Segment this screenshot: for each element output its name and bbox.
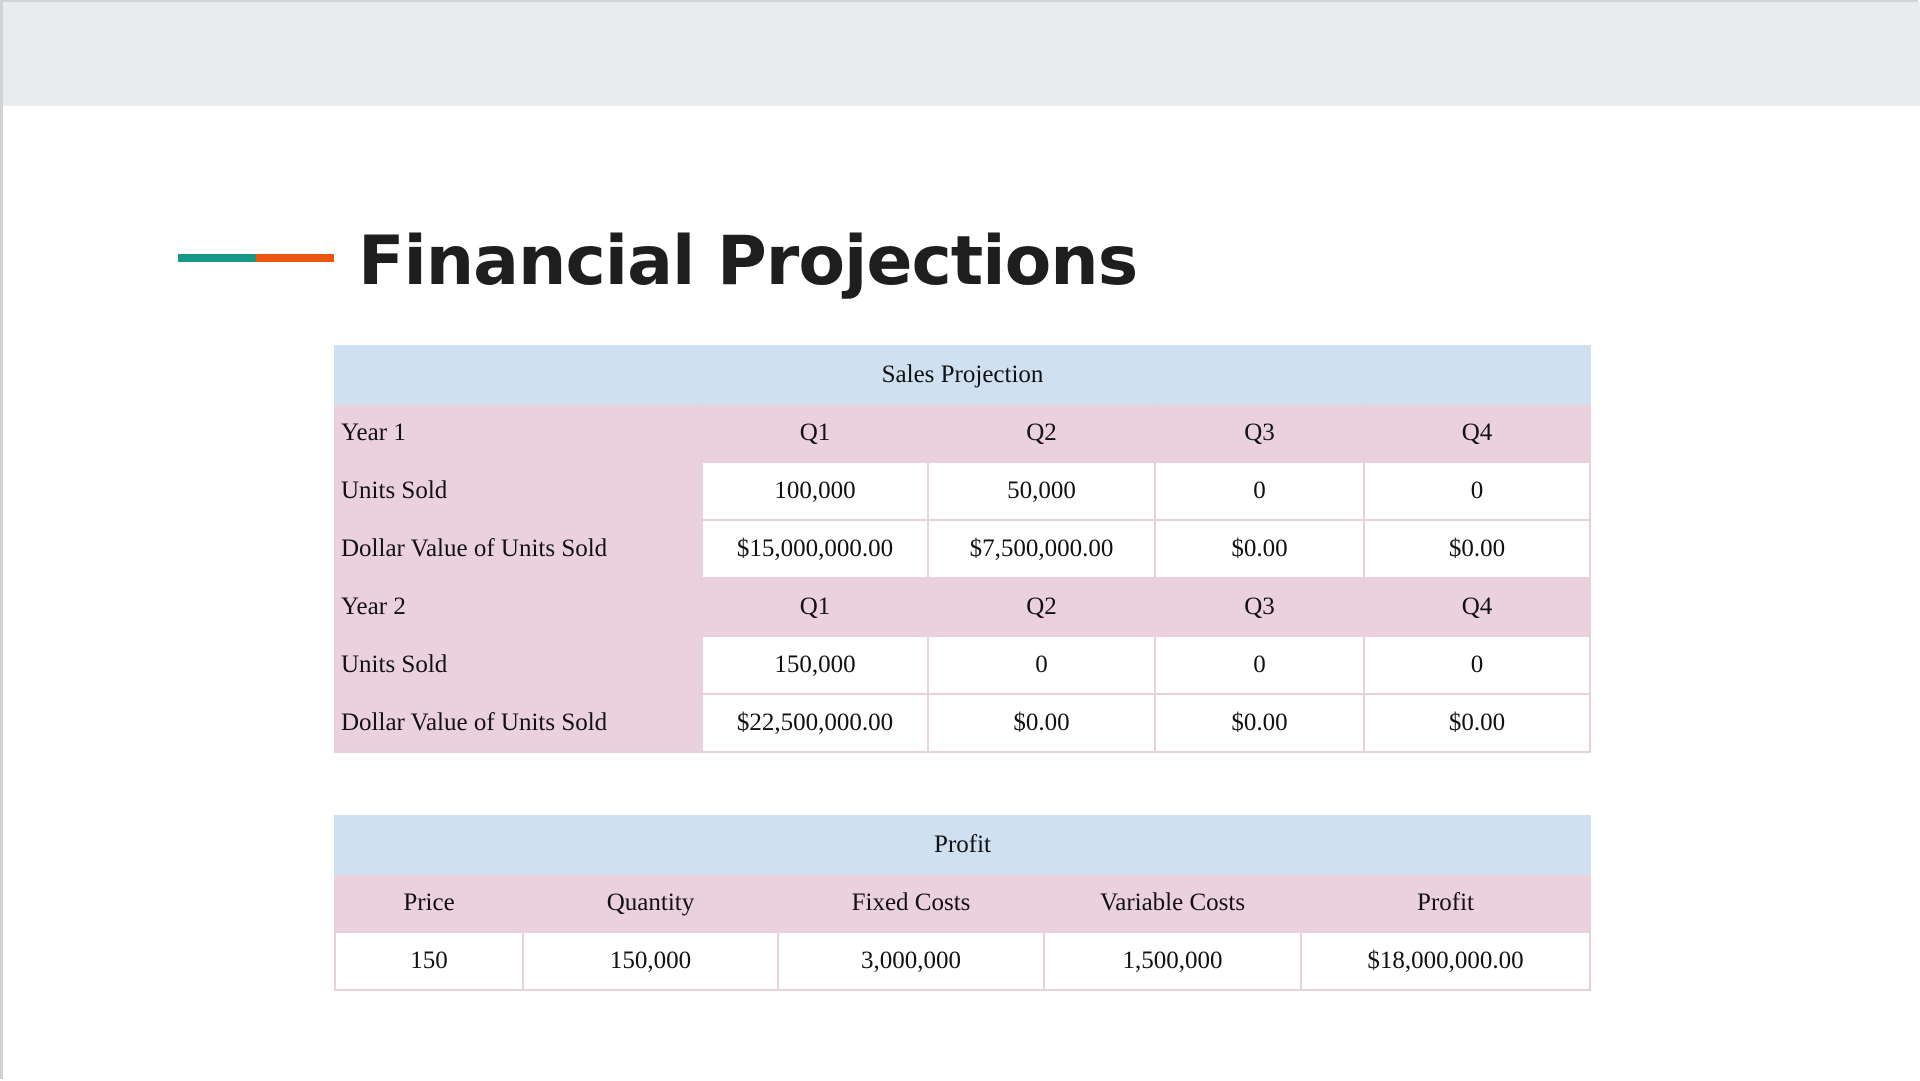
column-header: Fixed Costs: [777, 873, 1045, 933]
table-cell: 100,000: [701, 461, 929, 521]
column-header: Quantity: [522, 873, 779, 933]
row-label: Dollar Value of Units Sold: [334, 519, 703, 579]
quarter-header: Q4: [1362, 577, 1592, 637]
table-cell: $0.00: [927, 693, 1156, 753]
table-cell: 0: [1362, 461, 1592, 521]
table-cell: $0.00: [1362, 693, 1592, 753]
table-cell: 1,500,000: [1043, 931, 1302, 991]
column-header: Profit: [1299, 873, 1592, 933]
table-row: Profit: [333, 815, 1592, 875]
table-row: Units Sold 100,000 50,000 0 0: [334, 461, 1592, 521]
table-cell: 3,000,000: [777, 931, 1045, 991]
page-title: Financial Projections: [358, 222, 1138, 301]
quarter-header: Q2: [927, 403, 1156, 463]
table-cell: $0.00: [1154, 519, 1365, 579]
table-cell: 150: [334, 931, 524, 991]
table-row: Units Sold 150,000 0 0 0: [334, 635, 1592, 695]
table-cell: $7,500,000.00: [927, 519, 1156, 579]
quarter-header: Q2: [927, 577, 1156, 637]
row-label: Dollar Value of Units Sold: [334, 693, 703, 753]
year-label: Year 2: [334, 577, 703, 637]
table-cell: $22,500,000.00: [701, 693, 929, 753]
table-cell: 150,000: [522, 931, 779, 991]
quarter-header: Q3: [1154, 403, 1365, 463]
table-row: Dollar Value of Units Sold $15,000,000.0…: [334, 519, 1592, 579]
table-row: Sales Projection: [333, 345, 1592, 405]
table-row: Dollar Value of Units Sold $22,500,000.0…: [334, 693, 1592, 753]
table-cell: 0: [1362, 635, 1592, 695]
quarter-header: Q1: [701, 403, 929, 463]
sales-projection-table: Sales Projection Year 1 Q1 Q2 Q3 Q4 Unit…: [333, 345, 1592, 753]
table-row: 150 150,000 3,000,000 1,500,000 $18,000,…: [334, 931, 1592, 991]
table-cell: 0: [927, 635, 1156, 695]
table-row: Price Quantity Fixed Costs Variable Cost…: [334, 873, 1592, 933]
table-cell: 0: [1154, 635, 1365, 695]
table-cell: $0.00: [1362, 519, 1592, 579]
year-label: Year 1: [334, 403, 703, 463]
profit-table: Profit Price Quantity Fixed Costs Variab…: [333, 815, 1592, 991]
sales-table-header: Sales Projection: [333, 345, 1592, 405]
table-row: Year 2 Q1 Q2 Q3 Q4: [334, 577, 1592, 637]
quarter-header: Q3: [1154, 577, 1365, 637]
quarter-header: Q4: [1362, 403, 1592, 463]
table-cell: 150,000: [701, 635, 929, 695]
table-cell: $18,000,000.00: [1299, 931, 1592, 991]
table-cell: 0: [1154, 461, 1365, 521]
accent-line-teal: [178, 254, 258, 262]
row-label: Units Sold: [334, 461, 703, 521]
table-cell: $15,000,000.00: [701, 519, 929, 579]
table-row: Year 1 Q1 Q2 Q3 Q4: [334, 403, 1592, 463]
quarter-header: Q1: [701, 577, 929, 637]
row-label: Units Sold: [334, 635, 703, 695]
column-header: Price: [334, 873, 524, 933]
top-bar: [3, 2, 1920, 106]
table-cell: 50,000: [927, 461, 1156, 521]
column-header: Variable Costs: [1043, 873, 1302, 933]
profit-table-header: Profit: [333, 815, 1592, 875]
accent-line-orange: [256, 254, 334, 262]
table-cell: $0.00: [1154, 693, 1365, 753]
